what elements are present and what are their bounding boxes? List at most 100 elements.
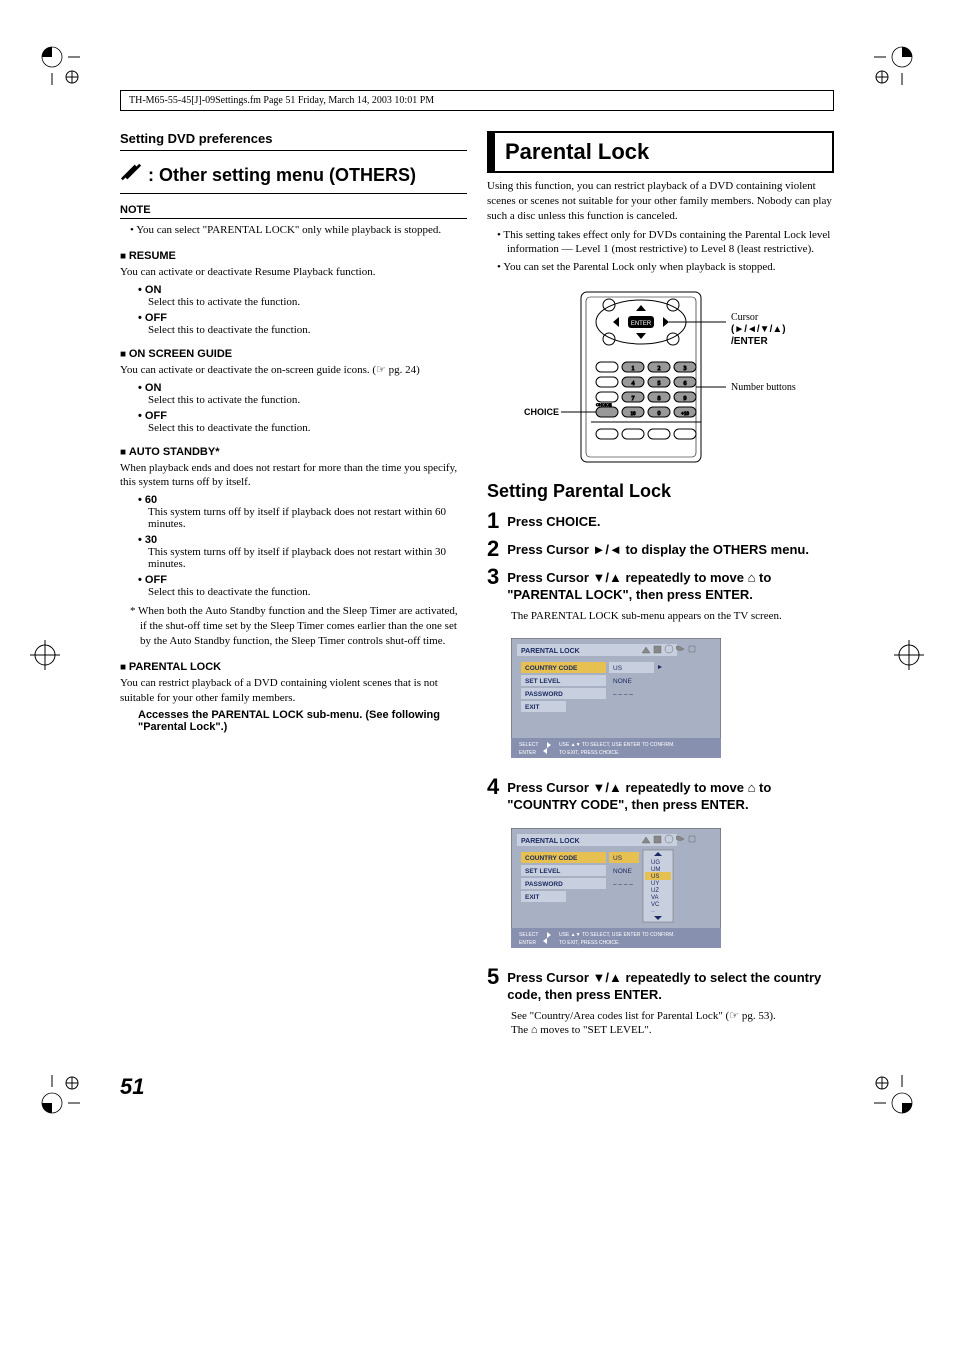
svg-text:UZ: UZ (651, 888, 659, 894)
svg-text:PARENTAL LOCK: PARENTAL LOCK (521, 838, 580, 845)
svg-text:6: 6 (683, 381, 686, 387)
svg-text:SELECT: SELECT (519, 742, 538, 748)
svg-text:SET LEVEL: SET LEVEL (525, 868, 560, 875)
step-number: 2 (487, 538, 499, 560)
svg-text:+10: +10 (681, 412, 689, 417)
svg-text:US: US (613, 855, 623, 862)
step-3-text: Press Cursor ▼/▲ repeatedly to move ⌂ to… (507, 566, 834, 604)
svg-text:CHOICE: CHOICE (596, 402, 612, 407)
svg-text:VA: VA (651, 895, 659, 901)
step-5-sub1: See "Country/Area codes list for Parenta… (511, 1009, 834, 1022)
svg-text:8: 8 (657, 396, 660, 402)
svg-text:ENTER: ENTER (519, 750, 536, 756)
resume-off-desc: Select this to deactivate the function. (148, 324, 467, 336)
setting-parental-lock-heading: Setting Parental Lock (487, 481, 834, 502)
svg-text:TO EXIT, PRESS CHOICE.: TO EXIT, PRESS CHOICE. (559, 750, 620, 756)
parental-lock-menu-screenshot-1: PARENTAL LOCK COUNTRY CODE US SET LEVEL … (511, 638, 721, 758)
step-5-sub2: The ⌂ moves to "SET LEVEL". (511, 1024, 834, 1036)
svg-text:Number buttons: Number buttons (731, 382, 796, 393)
parental-intro: Using this function, you can restrict pl… (487, 179, 834, 224)
crop-mark-icon (874, 1075, 914, 1115)
resume-off: OFF (138, 312, 467, 324)
crop-mark-icon (40, 1075, 80, 1115)
svg-text:US: US (651, 874, 659, 880)
crop-mark-icon (874, 45, 914, 85)
svg-text:VC: VC (651, 902, 660, 908)
svg-text:10: 10 (630, 412, 636, 417)
page-header-meta: TH-M65-55-45[J]-09Settings.fm Page 51 Fr… (120, 90, 834, 111)
parental-lock-title-box: Parental Lock (487, 131, 834, 173)
auto-30: 30 (138, 534, 467, 546)
auto-standby-footnote: * When both the Auto Standby function an… (130, 604, 467, 649)
svg-text:– – – –: – – – – (613, 881, 633, 888)
registration-mark-icon (894, 640, 924, 674)
menu-heading-text: : Other setting menu (OTHERS) (148, 165, 416, 186)
svg-text:COUNTRY CODE: COUNTRY CODE (525, 665, 578, 672)
remote-control-diagram: ENTER 1 2 3 4 5 6 7 8 9 10 0 (491, 287, 831, 467)
svg-text:TO EXIT, PRESS CHOICE.: TO EXIT, PRESS CHOICE. (559, 940, 620, 946)
svg-text:UG: UG (651, 860, 660, 866)
auto-off-desc: Select this to deactivate the function. (148, 586, 467, 598)
svg-text:SET LEVEL: SET LEVEL (525, 678, 560, 685)
step-3-sub: The PARENTAL LOCK sub-menu appears on th… (511, 610, 834, 622)
auto-60-desc: This system turns off by itself if playb… (148, 506, 467, 530)
registration-mark-icon (30, 640, 60, 674)
resume-on-desc: Select this to activate the function. (148, 296, 467, 308)
resume-heading: RESUME (120, 250, 467, 262)
svg-text:EXIT: EXIT (525, 894, 539, 901)
svg-text:PARENTAL LOCK: PARENTAL LOCK (521, 648, 580, 655)
parental-lock-desc: Accesses the PARENTAL LOCK sub-menu. (Se… (138, 709, 467, 733)
svg-text:ENTER: ENTER (519, 940, 536, 946)
svg-text:4: 4 (631, 381, 634, 387)
svg-text:··: ·· (651, 909, 655, 915)
tools-icon (120, 161, 142, 189)
svg-text:USE ▲▼ TO SELECT, USE ENTER TO: USE ▲▼ TO SELECT, USE ENTER TO CONFIRM. (559, 932, 675, 938)
svg-text:EXIT: EXIT (525, 704, 539, 711)
parental-bullet-2: You can set the Parental Lock only when … (497, 260, 834, 275)
svg-text:/ENTER: /ENTER (731, 336, 768, 347)
parental-bullet-1: This setting takes effect only for DVDs … (497, 228, 834, 258)
svg-text:COUNTRY CODE: COUNTRY CODE (525, 855, 578, 862)
osg-intro: You can activate or deactivate the on-sc… (120, 363, 467, 378)
svg-text:7: 7 (631, 396, 634, 402)
svg-text:2: 2 (657, 366, 660, 372)
svg-text:NONE: NONE (613, 868, 632, 875)
step-2-text: Press Cursor ►/◄ to display the OTHERS m… (507, 538, 809, 560)
parental-lock-title: Parental Lock (505, 139, 822, 165)
svg-text:SELECT: SELECT (519, 932, 538, 938)
step-number: 1 (487, 510, 499, 532)
svg-text:PASSWORD: PASSWORD (525, 881, 563, 888)
resume-intro: You can activate or deactivate Resume Pl… (120, 265, 467, 280)
section-title: Setting DVD preferences (120, 131, 467, 146)
step-number: 4 (487, 776, 499, 814)
left-column: Setting DVD preferences : Other setting … (120, 131, 467, 1044)
auto-off: OFF (138, 574, 467, 586)
step-4-text: Press Cursor ▼/▲ repeatedly to move ⌂ to… (507, 776, 834, 814)
svg-text:PASSWORD: PASSWORD (525, 691, 563, 698)
svg-text:0: 0 (657, 411, 660, 417)
svg-text:9: 9 (683, 396, 686, 402)
svg-text:(►/◄/▼/▲): (►/◄/▼/▲) (731, 324, 786, 335)
resume-on: ON (138, 284, 467, 296)
osg-heading: ON SCREEN GUIDE (120, 348, 467, 360)
svg-text:ENTER: ENTER (630, 321, 651, 327)
step-number: 3 (487, 566, 499, 604)
step-1-text: Press CHOICE. (507, 510, 600, 532)
svg-text:USE ▲▼ TO SELECT, USE ENTER TO: USE ▲▼ TO SELECT, USE ENTER TO CONFIRM. (559, 742, 675, 748)
svg-text:NONE: NONE (613, 678, 632, 685)
svg-text:US: US (613, 665, 623, 672)
svg-text:5: 5 (657, 381, 660, 387)
parental-lock-heading: PARENTAL LOCK (120, 661, 467, 673)
manual-page: TH-M65-55-45[J]-09Settings.fm Page 51 Fr… (0, 0, 954, 1160)
page-number: 51 (80, 1074, 874, 1100)
osg-on-desc: Select this to activate the function. (148, 394, 467, 406)
svg-text:Cursor: Cursor (731, 312, 759, 323)
parental-lock-menu-screenshot-2: PARENTAL LOCK COUNTRY CODE US SET LEVEL … (511, 828, 721, 948)
osg-on: ON (138, 382, 467, 394)
step-5-text: Press Cursor ▼/▲ repeatedly to select th… (507, 966, 834, 1004)
auto-standby-intro: When playback ends and does not restart … (120, 461, 467, 491)
note-label: NOTE (120, 204, 467, 219)
svg-text:3: 3 (683, 366, 686, 372)
step-number: 5 (487, 966, 499, 1004)
right-column: Parental Lock Using this function, you c… (487, 131, 834, 1044)
